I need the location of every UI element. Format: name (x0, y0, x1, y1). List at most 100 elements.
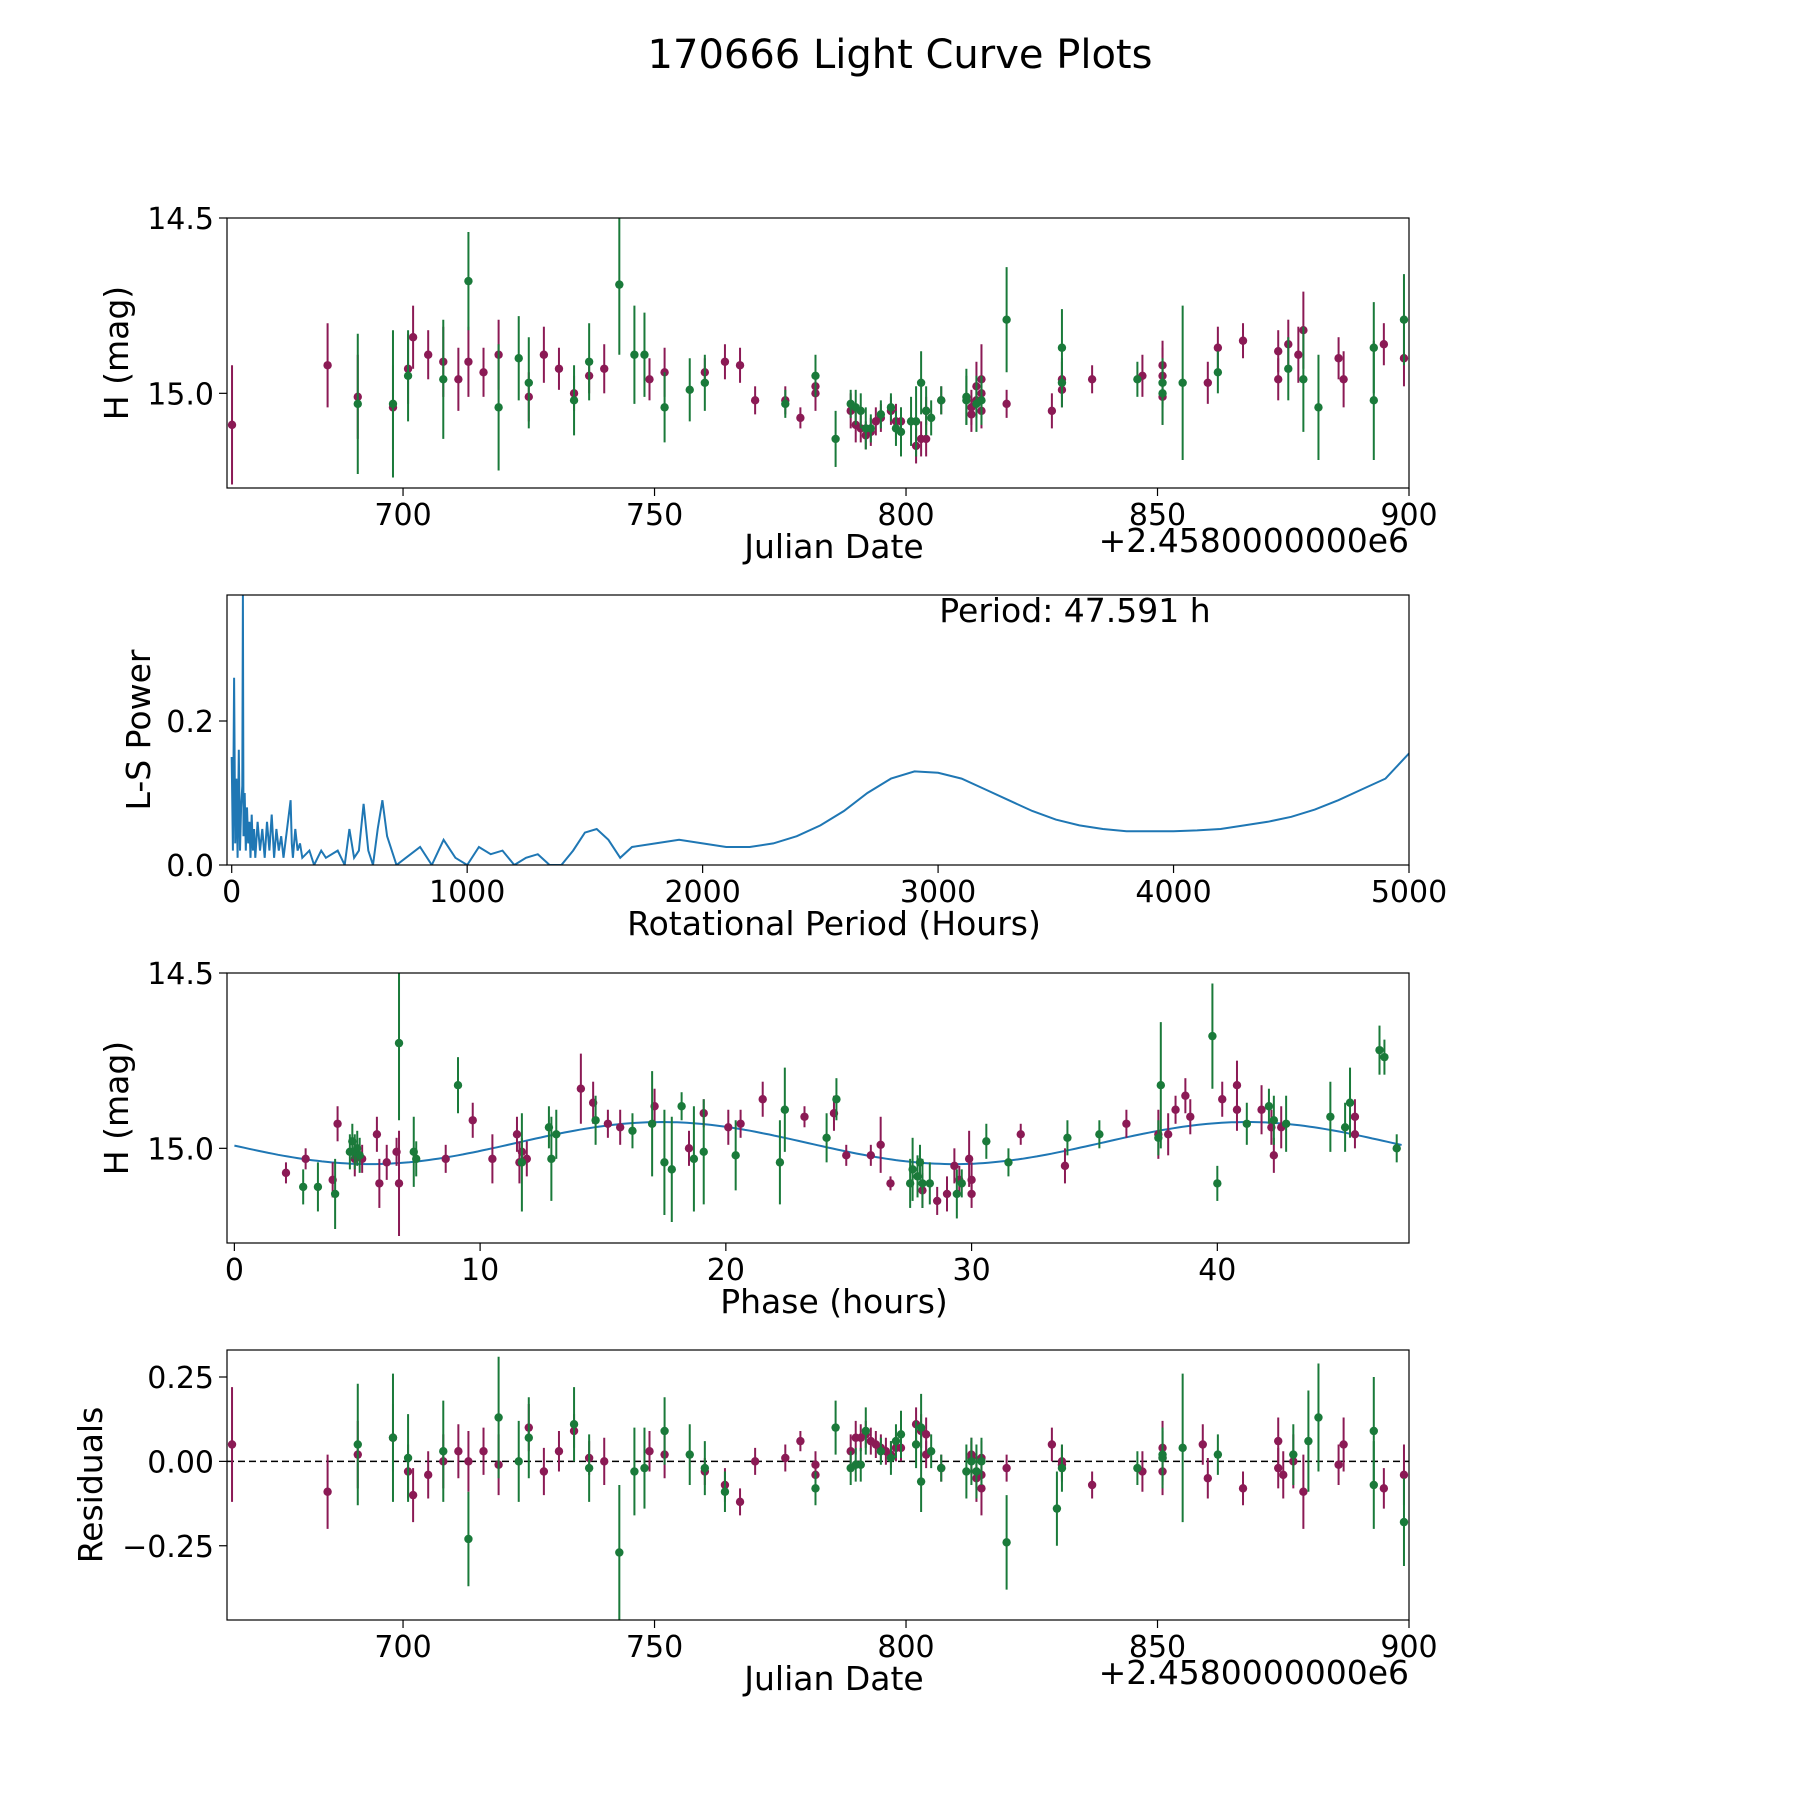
residuals-point-green-25 (891, 1436, 901, 1446)
phase-point-green-28 (832, 1095, 841, 1104)
phase-point-magenta-10 (394, 1179, 404, 1188)
residuals-point-green-48 (1369, 1480, 1378, 1490)
phase-point-green-21 (677, 1102, 686, 1111)
residuals-point-green-3 (439, 1447, 448, 1456)
residuals-point-magenta-63 (1274, 1436, 1283, 1446)
lightcurve-point-green-31 (921, 406, 931, 416)
residuals-point-magenta-62 (1238, 1484, 1248, 1493)
phase-panel: 0 10 20 30 40 15.0 14.5 Phase (hours) H (mag) (97, 957, 1410, 1321)
phase-xtick-label-2: 20 (707, 1253, 745, 1288)
residuals-point-magenta-67 (1299, 1487, 1308, 1496)
lightcurve-point-green-13 (660, 403, 669, 412)
residuals-point-green-30 (926, 1447, 936, 1456)
residuals-ylabel: Residuals (71, 1407, 110, 1564)
phase-point-green-24 (731, 1151, 740, 1160)
residuals-point-magenta-69 (1339, 1440, 1348, 1449)
residuals-point-green-34 (972, 1467, 981, 1476)
phase-point-green-30 (908, 1165, 917, 1174)
lightcurve-point-magenta-5 (408, 333, 418, 342)
phase-ylabel: H (mag) (97, 1041, 136, 1175)
lightcurve-point-magenta-22 (735, 361, 745, 370)
residuals-point-green-22 (861, 1426, 870, 1436)
phase-point-magenta-12 (468, 1116, 477, 1125)
lightcurve-point-green-49 (1369, 396, 1378, 405)
phase-xlabel: Phase (hours) (720, 1282, 948, 1321)
residuals-ytick-label-1: 0.00 (147, 1445, 214, 1480)
residuals-point-green-17 (811, 1484, 820, 1493)
periodogram-xtick-label-4: 4000 (1135, 875, 1211, 910)
phase-point-magenta-57 (1350, 1112, 1360, 1121)
residuals-point-green-2 (403, 1453, 413, 1463)
residuals-point-magenta-42 (921, 1430, 931, 1439)
phase-point-green-26 (780, 1105, 790, 1114)
phase-point-green-48 (1281, 1119, 1291, 1128)
residuals-point-magenta-52 (1047, 1440, 1057, 1449)
residuals-point-green-7 (524, 1433, 533, 1442)
phase-point-green-35 (952, 1189, 962, 1199)
lightcurve-point-green-43 (1158, 389, 1167, 398)
lightcurve-point-magenta-61 (1238, 336, 1248, 345)
residuals-point-green-29 (916, 1477, 926, 1486)
phase-point-magenta-36 (942, 1189, 952, 1199)
phase-point-green-23 (699, 1147, 708, 1157)
phase-point-green-53 (1380, 1052, 1389, 1062)
residuals-point-green-5 (494, 1413, 503, 1422)
residuals-point-green-4 (464, 1534, 473, 1544)
residuals-point-magenta-6 (423, 1470, 433, 1480)
phase-point-green-37 (982, 1137, 991, 1146)
residuals-point-green-38 (1057, 1463, 1067, 1473)
residuals-point-magenta-5 (408, 1490, 418, 1500)
phase-point-magenta-25 (724, 1123, 733, 1132)
phase-point-green-20 (667, 1165, 676, 1174)
figure-title: 170666 Light Curve Plots (648, 32, 1153, 78)
phase-point-green-46 (1264, 1102, 1274, 1111)
residuals-point-magenta-13 (539, 1467, 549, 1476)
lightcurve-xtick-label-1: 750 (626, 498, 683, 533)
phase-xtick-label-3: 30 (952, 1253, 990, 1288)
phase-point-green-49 (1326, 1112, 1335, 1121)
residuals-xtick-label-4: 900 (1380, 1630, 1437, 1665)
phase-xtick-label-0: 0 (225, 1253, 244, 1288)
periodogram-ylabel: L-S Power (119, 649, 158, 810)
lightcurve-xtick-label-3: 850 (1129, 498, 1186, 533)
lightcurve-point-green-18 (831, 434, 840, 444)
periodogram-xtick-label-3: 3000 (900, 875, 976, 910)
lightcurve-point-green-4 (464, 276, 473, 286)
periodogram-annotation: Period: 47.591 h (939, 591, 1210, 630)
lightcurve-point-green-2 (403, 371, 413, 380)
residuals-point-magenta-60 (1198, 1440, 1207, 1449)
residuals-point-green-42 (1178, 1443, 1187, 1453)
residuals-point-green-46 (1314, 1413, 1323, 1422)
residuals-point-green-44 (1289, 1450, 1298, 1459)
lightcurve-point-green-0 (353, 399, 362, 409)
phase-plot-area (234, 973, 1402, 1236)
residuals-point-magenta-24 (781, 1453, 790, 1463)
phase-point-green-50 (1340, 1123, 1350, 1132)
residuals-point-green-9 (584, 1463, 594, 1473)
phase-point-green-1 (313, 1182, 323, 1192)
phase-point-green-27 (822, 1133, 831, 1143)
residuals-point-green-18 (831, 1423, 840, 1432)
residuals-point-magenta-70 (1379, 1484, 1389, 1493)
lightcurve-point-magenta-18 (645, 375, 654, 384)
residuals-ytick-label-2: −0.25 (122, 1530, 214, 1565)
lightcurve-point-green-12 (640, 350, 649, 359)
phase-point-magenta-27 (758, 1095, 767, 1104)
phase-point-magenta-28 (800, 1112, 809, 1121)
lightcurve-point-green-41 (1133, 375, 1142, 384)
lightcurve-point-green-50 (1369, 343, 1378, 352)
lightcurve-point-green-14 (685, 385, 694, 395)
residuals-point-green-43 (1213, 1450, 1223, 1459)
residuals-point-green-31 (937, 1463, 946, 1473)
residuals-point-magenta-25 (796, 1436, 805, 1446)
phase-ytick-label-0: 15.0 (147, 1132, 214, 1167)
phase-point-magenta-26 (736, 1119, 745, 1128)
residuals-point-green-12 (640, 1463, 649, 1473)
residuals-point-green-23 (876, 1447, 886, 1456)
phase-point-magenta-43 (1060, 1161, 1070, 1171)
lightcurve-point-magenta-13 (539, 350, 549, 359)
phase-point-magenta-13 (488, 1154, 497, 1164)
residuals-point-green-14 (685, 1450, 694, 1459)
lightcurve-ylabel: H (mag) (97, 286, 136, 420)
lightcurve-point-magenta-0 (227, 420, 237, 430)
